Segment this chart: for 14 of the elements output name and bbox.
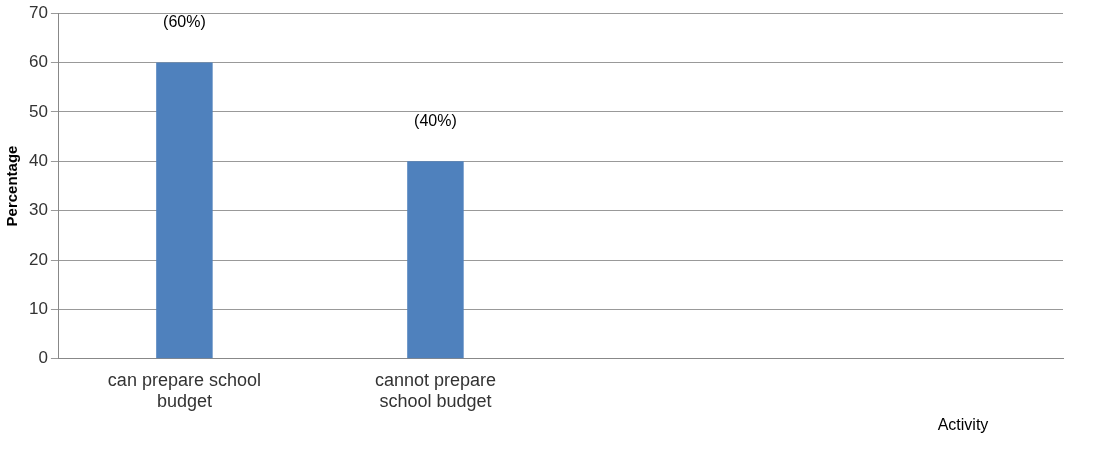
data-label: (40%) — [414, 111, 457, 129]
y-tick-label: 30 — [28, 200, 48, 220]
x-axis-title: Activity — [937, 416, 989, 434]
y-tick-label: 10 — [28, 299, 48, 319]
y-tick-label: 40 — [28, 151, 48, 170]
y-tick-label: 20 — [28, 249, 48, 269]
x-tick-label: cannot prepare school budget — [374, 369, 496, 412]
y-tick-label: 0 — [38, 348, 48, 368]
y-tick-label: 70 — [28, 2, 48, 22]
y-axis-title: Percentage — [3, 145, 21, 227]
y-tick-label: 50 — [28, 101, 48, 121]
y-tick-label: 60 — [28, 52, 48, 72]
data-label: (60%) — [163, 12, 206, 30]
x-tick-label: can prepare school budget — [107, 369, 261, 412]
